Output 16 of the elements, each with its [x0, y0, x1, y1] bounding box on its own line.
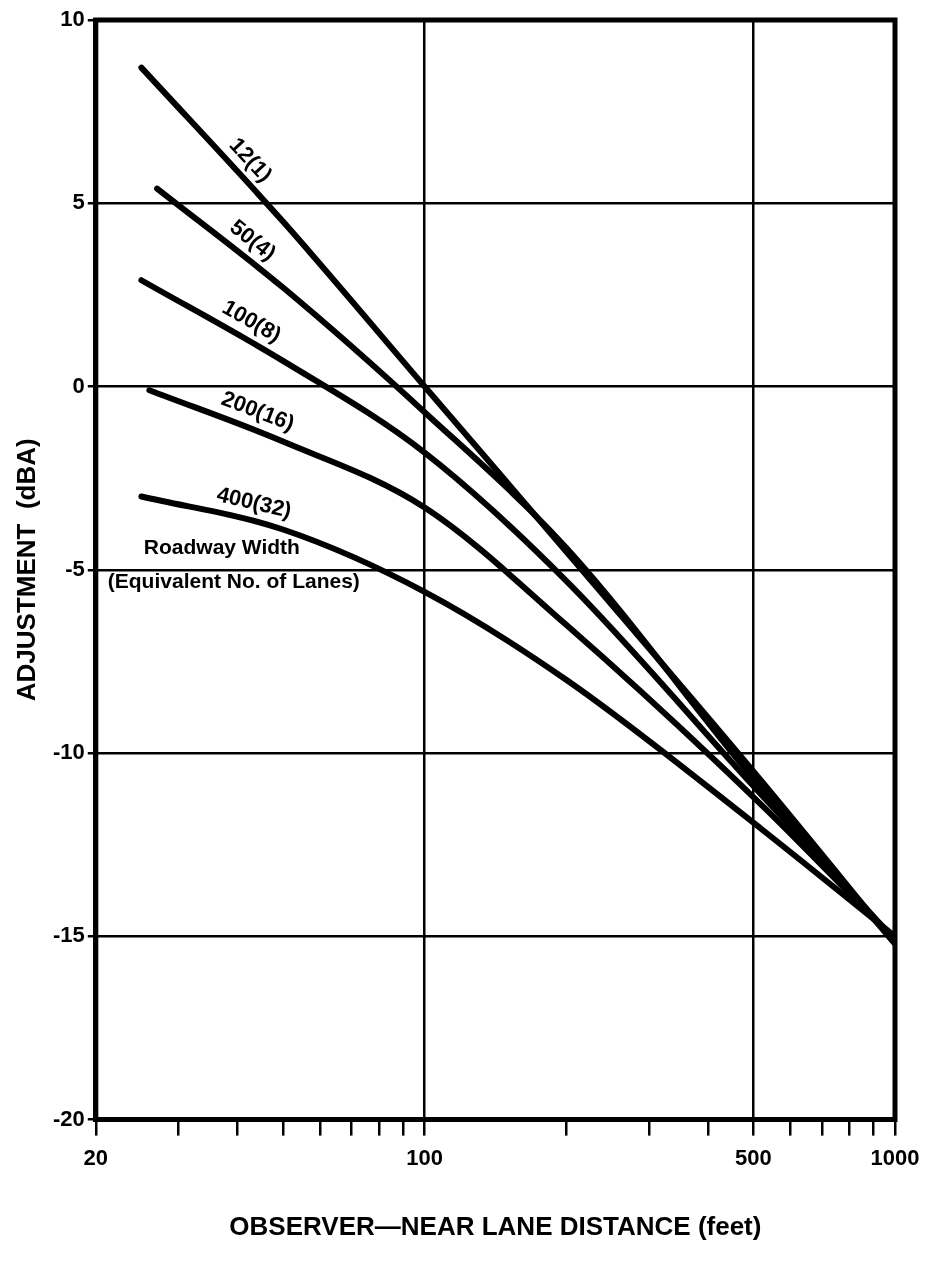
y-tick-label: -5 [65, 555, 85, 581]
y-tick-label: -20 [53, 1105, 85, 1131]
y-tick-label: 0 [72, 372, 85, 398]
y-tick-label: -15 [53, 922, 85, 948]
y-tick-label: 5 [72, 189, 85, 215]
y-axis-title: ADJUSTMENT (dBA) [11, 438, 42, 702]
annotation: Roadway Width [143, 534, 300, 558]
x-tick-label: 500 [735, 1144, 772, 1170]
x-tick-label: 100 [406, 1144, 443, 1170]
annotation: (Equivalent No. of Lanes) [107, 568, 360, 592]
y-tick-label: 10 [60, 6, 85, 32]
x-axis-title: OBSERVER—NEAR LANE DISTANCE (feet) [229, 1211, 762, 1242]
x-tick-label: 20 [83, 1144, 109, 1170]
y-tick-label: -10 [53, 739, 85, 765]
text: 400(32) [214, 481, 295, 523]
x-tick-label: 1000 [870, 1144, 920, 1170]
